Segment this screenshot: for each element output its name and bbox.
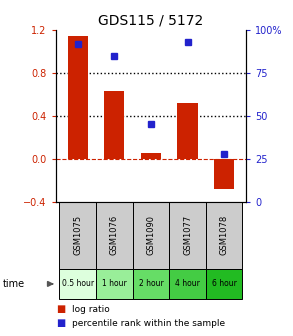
Text: log ratio: log ratio: [72, 305, 110, 314]
Text: percentile rank within the sample: percentile rank within the sample: [72, 319, 225, 328]
FancyBboxPatch shape: [96, 269, 132, 299]
Text: 6 hour: 6 hour: [212, 280, 236, 288]
Text: GSM1078: GSM1078: [220, 215, 229, 255]
Text: GSM1075: GSM1075: [73, 215, 82, 255]
Bar: [68, 36, 88, 159]
FancyBboxPatch shape: [206, 202, 242, 269]
Text: GSM1077: GSM1077: [183, 215, 192, 255]
Text: 1 hour: 1 hour: [102, 280, 127, 288]
Bar: [141, 154, 161, 159]
Text: time: time: [3, 279, 25, 289]
Bar: [178, 103, 197, 159]
FancyBboxPatch shape: [132, 202, 169, 269]
Bar: [104, 91, 124, 159]
Text: GSM1076: GSM1076: [110, 215, 119, 255]
FancyBboxPatch shape: [96, 202, 132, 269]
Text: 4 hour: 4 hour: [175, 280, 200, 288]
FancyBboxPatch shape: [169, 269, 206, 299]
Title: GDS115 / 5172: GDS115 / 5172: [98, 14, 204, 28]
FancyBboxPatch shape: [59, 269, 96, 299]
Text: 2 hour: 2 hour: [139, 280, 163, 288]
Bar: [214, 159, 234, 189]
Text: ■: ■: [56, 318, 65, 328]
FancyBboxPatch shape: [206, 269, 242, 299]
FancyBboxPatch shape: [169, 202, 206, 269]
Text: 0.5 hour: 0.5 hour: [62, 280, 94, 288]
Text: GSM1090: GSM1090: [146, 215, 155, 255]
FancyBboxPatch shape: [59, 202, 96, 269]
Text: ■: ■: [56, 304, 65, 314]
FancyBboxPatch shape: [132, 269, 169, 299]
